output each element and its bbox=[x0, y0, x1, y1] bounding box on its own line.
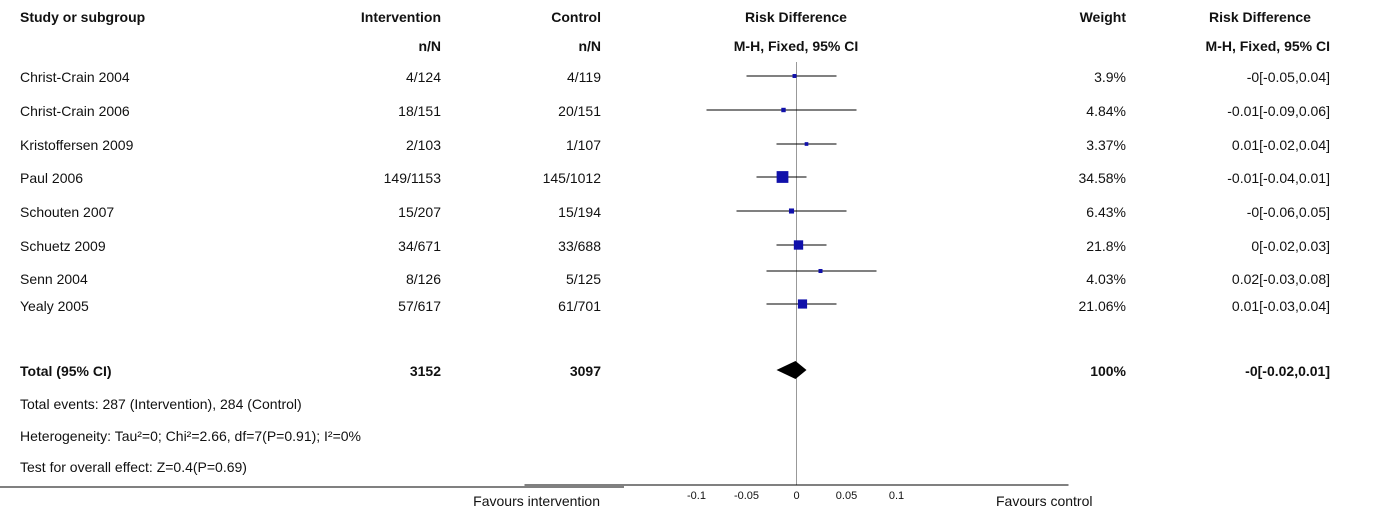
x-tick-label: 0 bbox=[793, 490, 799, 502]
study-name: Christ-Crain 2006 bbox=[20, 103, 130, 119]
x-tick-label: -0.05 bbox=[734, 490, 759, 502]
control-events: 15/194 bbox=[558, 204, 601, 220]
effect-marker bbox=[792, 74, 797, 78]
intervention-events: 4/124 bbox=[405, 69, 441, 85]
effect-value: -0.01[-0.04,0.01] bbox=[1227, 170, 1330, 186]
study-name: Schuetz 2009 bbox=[20, 238, 106, 254]
effect-value: 0.01[-0.03,0.04] bbox=[1231, 298, 1330, 314]
weight-value: 4.84% bbox=[1086, 103, 1126, 119]
weight-value: 3.9% bbox=[1094, 69, 1126, 85]
total-control: 3097 bbox=[569, 363, 601, 379]
total-events-note: Total events: 287 (Intervention), 284 (C… bbox=[20, 396, 302, 412]
favours-intervention-label: Favours intervention bbox=[473, 493, 600, 509]
study-name: Schouten 2007 bbox=[20, 204, 115, 220]
weight-value: 34.58% bbox=[1078, 170, 1126, 186]
header-control: Control bbox=[551, 9, 601, 25]
effect-marker bbox=[776, 171, 789, 183]
header-study: Study or subgroup bbox=[20, 9, 146, 25]
total-label: Total (95% CI) bbox=[20, 363, 112, 379]
intervention-events: 34/671 bbox=[398, 238, 441, 254]
intervention-events: 18/151 bbox=[398, 103, 441, 119]
favours-control-label: Favours control bbox=[996, 493, 1093, 509]
effect-marker bbox=[804, 142, 809, 146]
header-control-sub: n/N bbox=[578, 38, 601, 54]
control-events: 5/125 bbox=[565, 271, 601, 287]
total-effect: -0[-0.02,0.01] bbox=[1245, 363, 1330, 379]
header-effect-sub: M-H, Fixed, 95% CI bbox=[1205, 38, 1330, 54]
intervention-events: 149/1153 bbox=[383, 170, 441, 186]
effect-marker bbox=[818, 268, 823, 274]
intervention-events: 57/617 bbox=[398, 298, 441, 314]
total-weight: 100% bbox=[1090, 363, 1126, 379]
weight-value: 21.06% bbox=[1078, 298, 1126, 314]
heterogeneity-note: Heterogeneity: Tau²=0; Chi²=2.66, df=7(P… bbox=[20, 428, 362, 444]
control-events: 20/151 bbox=[558, 103, 601, 119]
pooled-effect-diamond bbox=[776, 361, 807, 379]
study-name: Senn 2004 bbox=[20, 271, 88, 287]
weight-value: 6.43% bbox=[1086, 204, 1126, 220]
control-events: 1/107 bbox=[565, 137, 601, 153]
study-name: Christ-Crain 2004 bbox=[20, 69, 130, 85]
control-events: 33/688 bbox=[558, 238, 601, 254]
study-name: Kristoffersen 2009 bbox=[20, 137, 134, 153]
header-effect: Risk Difference bbox=[1209, 9, 1311, 25]
x-tick-label: 0.1 bbox=[889, 490, 904, 502]
effect-value: 0.01[-0.02,0.04] bbox=[1231, 137, 1330, 153]
weight-value: 21.8% bbox=[1086, 238, 1126, 254]
control-events: 61/701 bbox=[558, 298, 601, 314]
effect-marker bbox=[797, 299, 808, 309]
effect-value: 0[-0.02,0.03] bbox=[1251, 238, 1330, 254]
control-events: 145/1012 bbox=[542, 170, 601, 186]
effect-marker bbox=[788, 208, 795, 214]
header-intervention: Intervention bbox=[360, 9, 441, 25]
total-intervention: 3152 bbox=[409, 363, 441, 379]
overall-effect-note: Test for overall effect: Z=0.4(P=0.69) bbox=[20, 459, 247, 475]
header-plot: Risk Difference bbox=[745, 9, 847, 25]
x-tick-label: 0.05 bbox=[836, 490, 857, 502]
study-name: Yealy 2005 bbox=[20, 298, 89, 314]
study-name: Paul 2006 bbox=[20, 170, 84, 186]
effect-value: -0.01[-0.09,0.06] bbox=[1227, 103, 1330, 119]
effect-marker bbox=[781, 107, 786, 113]
effect-value: -0[-0.05,0.04] bbox=[1246, 69, 1330, 85]
control-events: 4/119 bbox=[567, 69, 601, 85]
weight-value: 3.37% bbox=[1086, 137, 1126, 153]
effect-value: 0.02[-0.03,0.08] bbox=[1231, 271, 1330, 287]
intervention-events: 15/207 bbox=[398, 204, 441, 220]
effect-marker bbox=[793, 240, 804, 250]
intervention-events: 8/126 bbox=[405, 271, 441, 287]
effect-value: -0[-0.06,0.05] bbox=[1246, 204, 1330, 220]
intervention-events: 2/103 bbox=[405, 137, 441, 153]
x-tick-label: -0.1 bbox=[687, 490, 706, 502]
header-weight: Weight bbox=[1079, 9, 1126, 25]
header-plot-sub: M-H, Fixed, 95% CI bbox=[733, 38, 859, 54]
header-intervention-sub: n/N bbox=[418, 38, 441, 54]
weight-value: 4.03% bbox=[1086, 271, 1126, 287]
